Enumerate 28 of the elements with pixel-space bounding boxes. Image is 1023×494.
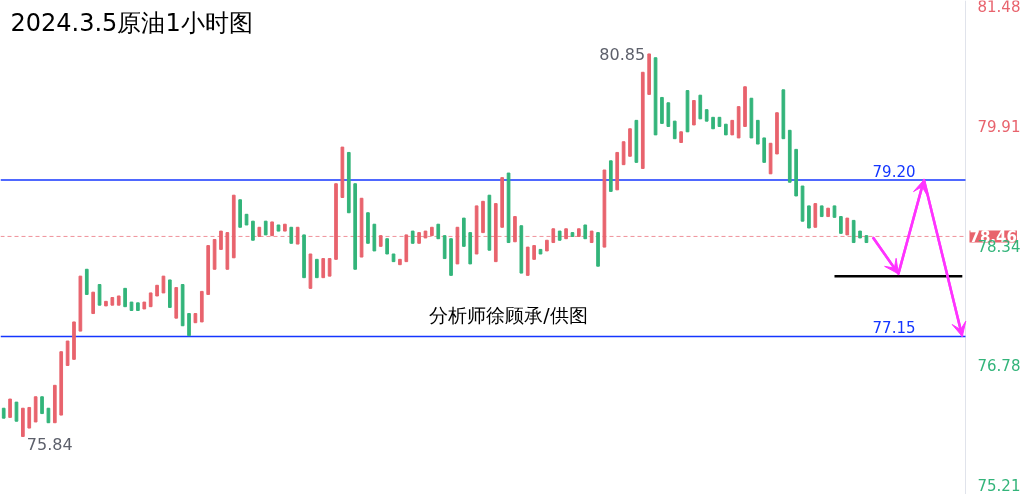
candlestick <box>91 291 96 315</box>
y-tick-label: 76.78 <box>977 356 1021 375</box>
candlestick <box>851 219 856 244</box>
candlestick <box>666 102 671 127</box>
annotation: 75.84 <box>26 435 73 455</box>
candlestick <box>8 398 12 418</box>
candlestick <box>442 235 447 260</box>
ref-line-label: 77.15 <box>872 319 916 338</box>
candlestick <box>123 287 127 308</box>
chart-title: 2024.3.5原油1小时图 <box>10 8 253 37</box>
candlestick <box>755 119 760 145</box>
candlestick <box>621 141 626 166</box>
candlestick <box>813 203 818 228</box>
candlestick <box>251 220 255 241</box>
y-tick-label: 81.48 <box>977 0 1021 16</box>
candlestick <box>698 94 703 120</box>
candlestick <box>807 205 811 229</box>
y-tick-label: 75.21 <box>977 476 1021 494</box>
candlestick <box>315 258 319 279</box>
annotation: 分析师徐顾承/供图 <box>429 304 588 327</box>
y-tick-label: 79.91 <box>977 117 1021 136</box>
candlestick <box>14 401 19 422</box>
candlestick <box>97 284 102 306</box>
candlestick <box>187 313 191 337</box>
annotation: 80.85 <box>599 44 646 64</box>
ref-line-label: 79.20 <box>872 162 916 181</box>
candlestick <box>27 406 32 429</box>
candlestick <box>321 258 326 279</box>
